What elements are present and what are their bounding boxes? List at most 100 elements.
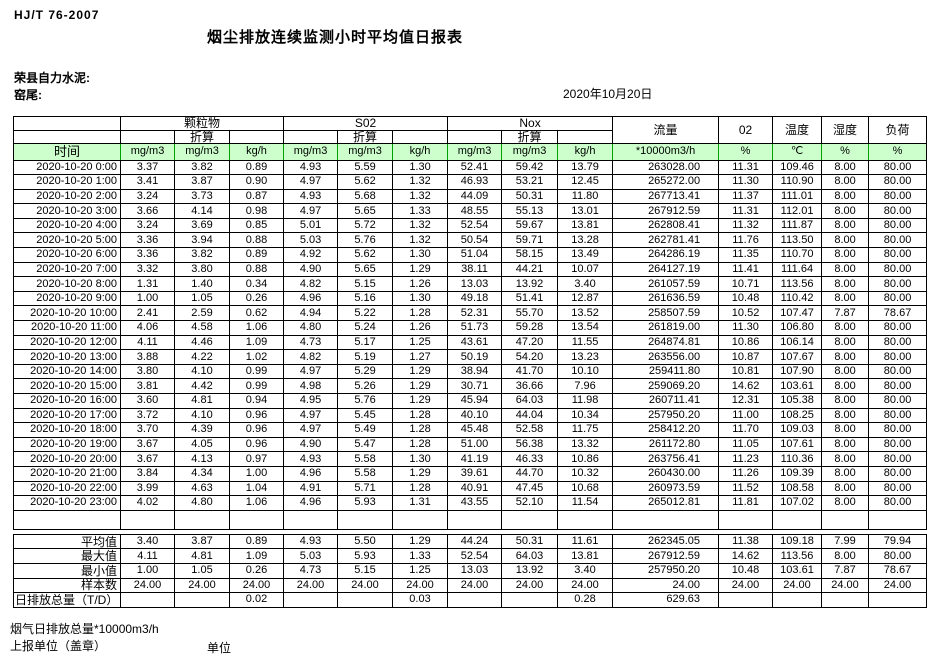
summary-value-cell: 0.02 (229, 592, 284, 608)
value-cell: 5.26 (337, 378, 394, 394)
value-cell: 5.45 (337, 407, 394, 424)
value-cell: 8.00 (821, 159, 870, 176)
value-cell: 267912.59 (612, 203, 720, 219)
summary-value-cell (174, 592, 230, 608)
company-name: 荣县自力水泥: (14, 71, 90, 85)
value-cell: 56.38 (501, 436, 559, 453)
unit-cell: mg/m3 (120, 143, 175, 161)
value-cell: 4.94 (283, 305, 339, 322)
value-cell: 113.56 (772, 276, 823, 292)
value-cell: 14.62 (718, 378, 774, 394)
table-row: 2020-10-20 18:00 3.70 4.39 0.96 4.97 5.49 1.28… (13, 422, 928, 438)
summary-value-cell: 267912.59 (612, 548, 719, 564)
value-cell: 8.00 (821, 465, 870, 482)
value-cell: 11.00 (718, 407, 774, 424)
value-cell: 1.29 (392, 261, 449, 278)
table-row: 2020-10-20 11:00 4.06 4.58 1.06 4.80 5.24 1.26… (13, 320, 928, 336)
value-cell: 4.97 (283, 174, 339, 190)
value-cell: 41.70 (501, 363, 559, 380)
table-row: 2020-10-20 8:00 1.31 1.40 0.34 4.82 5.15 1.26 1… (13, 276, 928, 292)
time-cell: 2020-10-20 22:00 (13, 480, 121, 497)
value-cell: 55.13 (501, 203, 559, 219)
value-cell: 5.59 (337, 159, 394, 176)
summary-value-cell: 13.81 (557, 548, 613, 564)
value-cell: 258507.59 (612, 305, 720, 322)
value-cell: 0.96 (228, 407, 285, 424)
value-cell: 1.06 (228, 495, 285, 511)
subheader-zhesuan-nox: 折算 (501, 129, 559, 144)
value-cell: 5.58 (337, 451, 394, 467)
value-cell: 50.19 (447, 349, 503, 365)
value-cell: 46.93 (447, 174, 503, 190)
value-cell: 13.54 (557, 320, 614, 336)
value-cell: 59.28 (501, 320, 559, 336)
value-cell: 1.05 (174, 290, 230, 307)
summary-value-cell: 8.00 (821, 548, 869, 564)
header-rows: 颗粒物 S02 Nox 流量 02 温度 湿度 负荷 折算 折算 折算 (13, 116, 928, 161)
summary-value-cell: 5.93 (337, 548, 393, 564)
value-cell: 1.30 (392, 159, 449, 176)
value-cell: 0.85 (228, 217, 285, 234)
summary-row: 日排放总量（T/D） 0.02 0.03 0.28 629.63 (13, 592, 927, 608)
value-cell: 5.93 (337, 495, 394, 511)
value-cell: 52.31 (447, 305, 503, 322)
summary-value-cell: 24.00 (612, 577, 719, 594)
table-row: 2020-10-20 5:00 3.36 3.94 0.88 5.03 5.76 1.32 5… (13, 232, 928, 249)
summary-value-cell: 24.00 (557, 577, 613, 594)
value-cell: 1.27 (392, 349, 449, 365)
hourly-rows: 2020-10-20 0:00 3.37 3.82 0.89 4.93 5.59 1.30 5… (13, 159, 928, 511)
value-cell: 1.31 (120, 276, 175, 292)
summary-value-cell (772, 592, 822, 608)
value-cell: 4.93 (283, 451, 339, 467)
value-cell: 8.00 (821, 451, 870, 467)
time-cell: 2020-10-20 23:00 (13, 495, 121, 511)
value-cell: 1.33 (392, 203, 449, 219)
value-cell: 260711.41 (612, 393, 720, 409)
summary-value-cell: 24.00 (501, 577, 558, 594)
value-cell: 1.32 (392, 174, 449, 190)
value-cell: 1.28 (392, 436, 449, 453)
value-cell: 3.60 (120, 393, 175, 409)
summary-value-cell: 4.73 (283, 562, 338, 579)
value-cell: 5.76 (337, 232, 394, 249)
value-cell: 12.31 (718, 393, 774, 409)
value-cell: 3.36 (120, 247, 175, 263)
value-cell: 40.10 (447, 407, 503, 424)
value-cell: 13.28 (557, 232, 614, 249)
summary-value-cell: 4.81 (174, 548, 230, 564)
value-cell: 1.29 (392, 378, 449, 394)
unit-cell: kg/h (392, 143, 449, 161)
summary-row: 最大值 4.11 4.81 1.09 5.03 5.93 1.33 52.54 64.03 13.… (13, 548, 927, 564)
value-cell: 1.30 (392, 247, 449, 263)
summary-value-cell (447, 592, 502, 608)
summary-value-cell: 24.00 (120, 577, 175, 594)
value-cell: 1.28 (392, 422, 449, 438)
value-cell: 80.00 (868, 495, 928, 511)
value-cell: 4.96 (283, 290, 339, 307)
value-cell: 3.24 (120, 217, 175, 234)
table-row: 2020-10-20 10:00 2.41 2.59 0.62 4.94 5.22 1.28… (13, 305, 928, 322)
value-cell: 5.68 (337, 188, 394, 205)
value-cell: 1.26 (392, 320, 449, 336)
value-cell: 3.80 (120, 363, 175, 380)
unit-cell: kg/h (228, 143, 285, 161)
value-cell: 0.62 (228, 305, 285, 322)
value-cell: 54.20 (501, 349, 559, 365)
time-cell: 2020-10-20 8:00 (13, 276, 121, 292)
value-cell: 3.36 (120, 232, 175, 249)
summary-value-cell: 5.15 (337, 562, 393, 579)
value-cell: 0.96 (228, 422, 285, 438)
value-cell: 3.40 (557, 276, 614, 292)
summary-value-cell: 24.00 (447, 577, 502, 594)
value-cell: 4.81 (174, 393, 230, 409)
value-cell: 109.03 (772, 422, 823, 438)
value-cell: 13.23 (557, 349, 614, 365)
summary-value-cell: 262345.05 (612, 533, 719, 550)
summary-value-cell: 1.33 (392, 548, 448, 564)
value-cell: 8.00 (821, 378, 870, 394)
value-cell: 261057.59 (612, 276, 720, 292)
value-cell: 3.81 (120, 378, 175, 394)
value-cell: 13.81 (557, 217, 614, 234)
table-row: 2020-10-20 23:00 4.02 4.80 1.06 4.96 5.93 1.31… (13, 495, 928, 511)
value-cell: 3.84 (120, 465, 175, 482)
